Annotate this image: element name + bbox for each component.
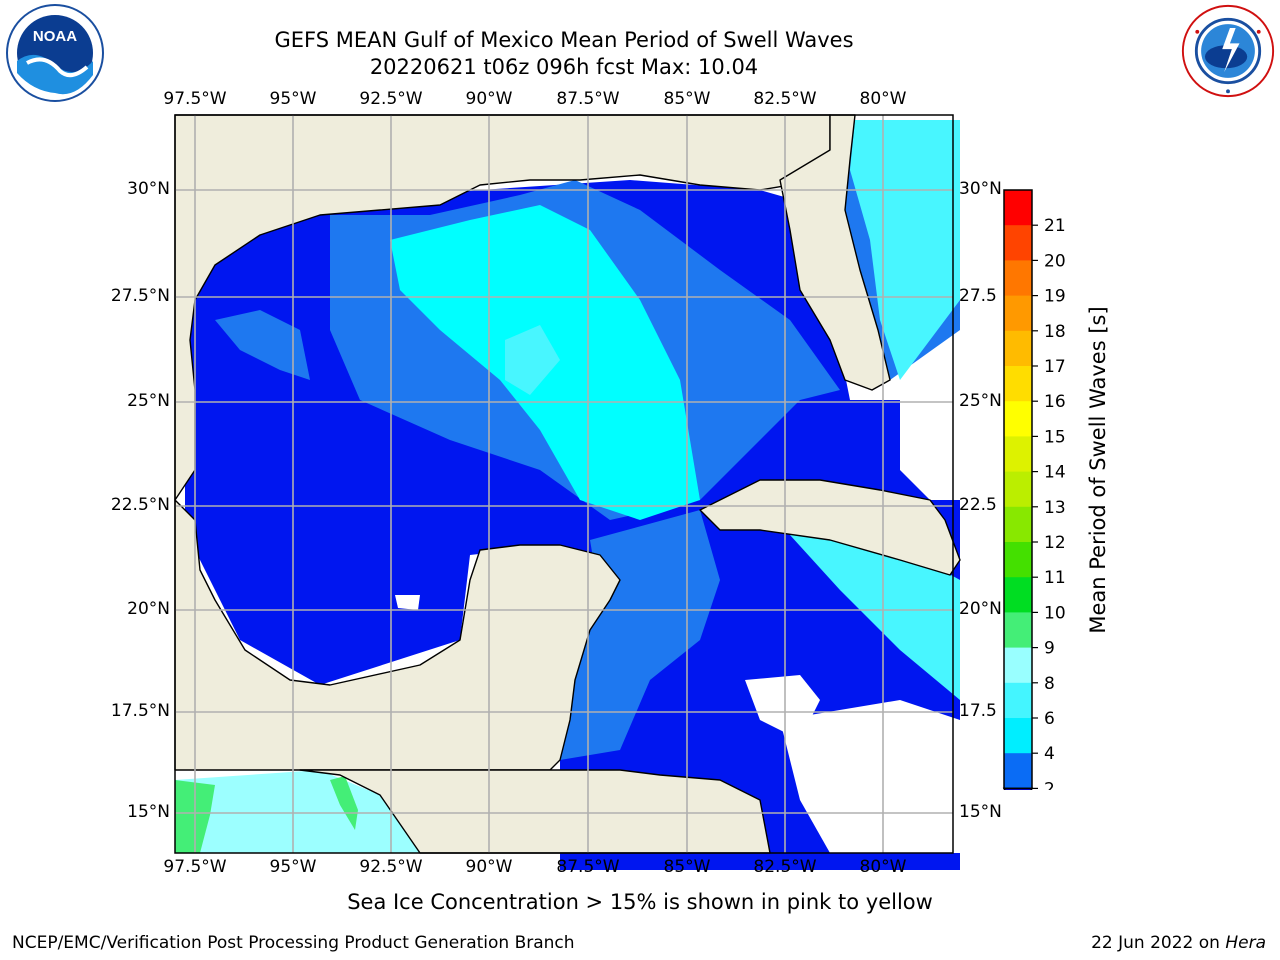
land-masses	[174, 114, 961, 854]
colorbar-segment	[1004, 366, 1032, 402]
noaa-logo-icon: NOAA	[6, 4, 104, 102]
lon-tick-label-top: 90°W	[465, 89, 513, 109]
swell-region-light_cyan	[790, 530, 960, 700]
lon-tick-label-top: 80°W	[859, 89, 907, 109]
colorbar-tick-label: 10	[1044, 603, 1066, 623]
colorbar-segment	[1004, 647, 1032, 684]
colorbar-tick-label: 18	[1044, 322, 1066, 342]
swell-region-pale_cyan	[175, 770, 420, 853]
no-data-patch	[780, 700, 960, 853]
land-mass	[699, 479, 961, 576]
footer-date: 22 Jun 2022 on Hera	[1091, 933, 1266, 953]
swell-period-field	[175, 120, 960, 870]
colorbar-segment	[1004, 401, 1032, 437]
lat-tick-label-right: 20°N	[959, 599, 1002, 619]
colorbar-tick-label: 15	[1044, 427, 1066, 447]
lon-tick-label-bottom: 85°W	[663, 857, 711, 877]
colorbar-tick-label: 21	[1044, 216, 1066, 236]
colorbar-segment	[1004, 682, 1032, 719]
swell-region-mid_blue	[215, 310, 310, 380]
colorbar-tick-label: 17	[1044, 357, 1066, 377]
lat-tick-label-right: 22.5	[959, 495, 997, 515]
colorbar-tick-label: 8	[1044, 674, 1055, 694]
lat-tick-label-left: 20°N	[127, 599, 170, 619]
colorbar-tick-label: 11	[1044, 568, 1066, 588]
colorbar-tick-label: 13	[1044, 498, 1066, 518]
sea-ice-note: Sea Ice Concentration > 15% is shown in …	[347, 890, 933, 914]
lat-tick-label-left: 22.5°N	[110, 495, 170, 515]
lon-tick-label-top: 92.5°W	[359, 89, 423, 109]
no-data-patch	[900, 400, 960, 500]
swell-region-light_cyan	[850, 120, 960, 380]
lat-tick-label-left: 17.5°N	[110, 701, 170, 721]
map-graticule	[175, 115, 953, 853]
lat-tick-label-right: 15°N	[959, 802, 1002, 822]
lat-tick-label-right: 25°N	[959, 391, 1002, 411]
footer-credit: NCEP/EMC/Verification Post Processing Pr…	[12, 933, 575, 953]
lat-tick-label-left: 25°N	[127, 391, 170, 411]
colorbar-tick-label: 12	[1044, 533, 1066, 553]
colorbar-segment	[1004, 471, 1032, 508]
lon-tick-label-bottom: 97.5°W	[163, 857, 227, 877]
no-data-patch	[395, 595, 420, 610]
colorbar-segment	[1004, 190, 1032, 226]
colorbar-tick-label: 20	[1044, 251, 1066, 271]
colorbar-tick-label: 19	[1044, 287, 1066, 307]
colorbar-tick-label: 9	[1044, 639, 1055, 659]
colorbar: 2 4 6 8 9 10 11 12 13 14 15 16 17 18 19 20 21	[1002, 189, 1066, 790]
plot-subtitle: 20220621 t06z 096h fcst Max: 10.04	[369, 55, 759, 79]
lon-tick-label-top: 97.5°W	[163, 89, 227, 109]
lon-tick-label-bottom: 90°W	[465, 857, 513, 877]
colorbar-segment	[1004, 260, 1032, 297]
colorbar-segment	[1004, 436, 1032, 473]
lon-tick-label-bottom: 92.5°W	[359, 857, 423, 877]
colorbar-segment	[1004, 718, 1032, 754]
lat-tick-label-left: 27.5°N	[110, 286, 170, 306]
lon-tick-label-bottom: 87.5°W	[556, 857, 620, 877]
land-mass	[779, 114, 891, 391]
colorbar-segment	[1004, 753, 1032, 789]
colorbar-segment	[1004, 506, 1032, 543]
plot-title: GEFS MEAN Gulf of Mexico Mean Period of …	[274, 28, 854, 52]
lat-tick-label-left: 30°N	[127, 179, 170, 199]
lon-tick-label-top: 87.5°W	[556, 89, 620, 109]
lat-tick-label-right: 17.5	[959, 701, 997, 721]
swell-region-green	[330, 776, 358, 830]
lon-tick-label-top: 82.5°W	[753, 89, 817, 109]
lon-tick-label-bottom: 95°W	[269, 857, 317, 877]
colorbar-tick-label: 16	[1044, 392, 1066, 412]
colorbar-outline	[1003, 189, 1033, 790]
swell-region-light_cyan	[505, 325, 560, 395]
colorbar-segment	[1004, 225, 1032, 261]
footer-date-text: 22 Jun 2022 on	[1091, 933, 1226, 953]
colorbar-tick-label: 2	[1044, 779, 1055, 790]
footer-host: Hera	[1225, 933, 1266, 953]
colorbar-segment	[1004, 295, 1032, 332]
lat-tick-label-right: 27.5	[959, 286, 997, 306]
colorbar-tick-label: 6	[1044, 709, 1055, 729]
colorbar-tick-label: 14	[1044, 463, 1066, 483]
colorbar-label: Mean Period of Swell Waves [s]	[1086, 306, 1110, 634]
lon-tick-label-top: 85°W	[663, 89, 711, 109]
colorbar-segment	[1004, 577, 1032, 613]
lat-tick-label-left: 15°N	[127, 802, 170, 822]
colorbar-segment	[1004, 330, 1032, 367]
svg-text:NOAA: NOAA	[33, 28, 77, 45]
colorbar-tick-label: 4	[1044, 744, 1055, 764]
lon-tick-label-top: 95°W	[269, 89, 317, 109]
lat-tick-label-right: 30°N	[959, 179, 1002, 199]
nws-logo-icon	[1181, 4, 1275, 98]
lon-tick-label-bottom: 82.5°W	[753, 857, 817, 877]
lon-tick-label-bottom: 80°W	[859, 857, 907, 877]
colorbar-segment	[1004, 542, 1032, 578]
map-frame	[174, 114, 954, 854]
colorbar-segment	[1004, 612, 1032, 649]
